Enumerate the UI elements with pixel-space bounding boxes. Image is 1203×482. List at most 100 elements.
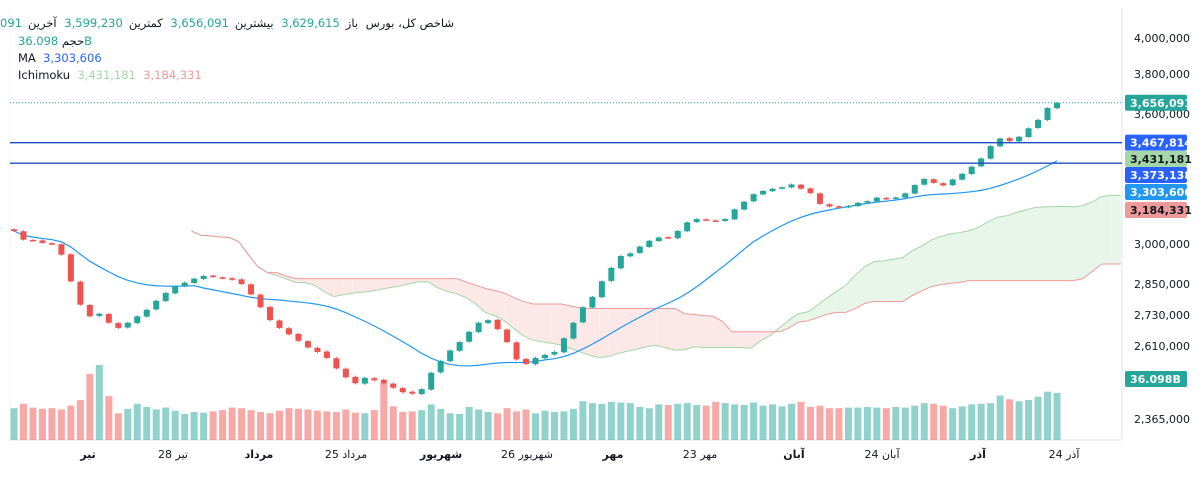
volume-bar (873, 407, 881, 440)
volume-bar (503, 408, 511, 440)
volume-bar (892, 406, 900, 440)
volume-bar (238, 408, 246, 440)
cloud-segment (817, 298, 827, 318)
cloud-segment (1082, 201, 1093, 279)
candle-body (58, 244, 65, 255)
volume-bar (825, 408, 833, 440)
cloud-segment (1063, 206, 1074, 281)
volume-bar (67, 405, 75, 440)
candle-body (219, 277, 226, 279)
volume-bar (294, 408, 302, 440)
cloud-segment (1035, 206, 1045, 281)
volume-bar (437, 408, 445, 440)
candle-body (29, 239, 36, 242)
candle-body (760, 190, 767, 195)
candle-body (665, 237, 672, 239)
volume-bar (162, 407, 170, 440)
ichimoku-legend: Ichimoku 3,431,181 3,184,331 (18, 68, 202, 82)
volume-bar (494, 413, 502, 440)
candle-body (437, 360, 444, 373)
candle-body (902, 193, 909, 198)
volume-bar (446, 413, 454, 440)
volume-bar (806, 406, 814, 440)
cloud-segment (969, 227, 979, 281)
volume-bar (569, 408, 577, 440)
volume-bar (1053, 392, 1061, 440)
last-price-label: 3,656,091 (1125, 94, 1192, 111)
y-tick-label: 2,730,000 (1134, 309, 1190, 322)
candle-body (892, 197, 899, 199)
low-label: کمترین (128, 16, 163, 30)
cloud-segment (1044, 206, 1055, 281)
cloud-segment (694, 314, 704, 348)
volume-bar (219, 410, 227, 440)
candle-body (1044, 108, 1051, 121)
candle-body (541, 354, 548, 359)
volume-bar (427, 404, 435, 440)
volume-bar (76, 399, 84, 440)
candle-body (48, 243, 55, 245)
volume-bar (1006, 399, 1014, 440)
hline1-price-label: 3,467,814 (1125, 134, 1192, 151)
volume-bar (456, 413, 464, 440)
price-label-box (1125, 371, 1187, 387)
candle-body (229, 278, 236, 280)
volume-bar (484, 412, 492, 440)
cloud-segment (912, 246, 922, 296)
candle-body (456, 342, 463, 351)
volume-bar (105, 396, 113, 440)
cloud-segment (343, 278, 353, 295)
cloud-segment (646, 308, 657, 347)
candle-body (930, 179, 937, 183)
volume-bar (987, 403, 995, 440)
volume-bar (190, 412, 198, 440)
cloud-segment (409, 278, 420, 284)
volume-bar (968, 404, 976, 440)
volume-bar (10, 408, 18, 440)
volume-bar (465, 406, 473, 440)
price-label-text: 3,184,331 (1130, 204, 1192, 217)
candle-body (627, 253, 634, 257)
x-tick-label: 28 تیر (158, 448, 188, 461)
candle-body (466, 331, 473, 342)
cloud-segment (874, 261, 884, 302)
candle-body (959, 173, 966, 180)
y-tick-label: 2,610,000 (1134, 340, 1190, 353)
volume-bar (48, 408, 56, 440)
candle-body (67, 254, 74, 282)
volume-bar (332, 412, 340, 440)
cloud-segment (504, 293, 514, 329)
candle-body (39, 240, 46, 243)
cloud-segment (798, 311, 808, 323)
volume-bar (664, 405, 672, 440)
cloud-segment (959, 230, 970, 283)
volume-bar (541, 410, 549, 440)
candle-body (589, 296, 596, 308)
cloud-segment (523, 301, 533, 341)
candle-body (143, 309, 150, 317)
y-tick-label: 4,000,000 (1134, 32, 1190, 45)
cloud-segment (276, 272, 287, 279)
cloud-segment (1101, 195, 1112, 264)
symbol-name: شاخص کل، بورس (365, 16, 454, 30)
volume-bar (1025, 399, 1033, 440)
candle-body (210, 275, 217, 278)
candle-body (835, 206, 842, 208)
volume-bar (949, 408, 957, 440)
ma-legend: MA 3,303,606 (18, 51, 102, 65)
cloud-segment (589, 308, 600, 358)
ma-price-label: 3,303,606 (1125, 184, 1192, 200)
cloud-segment (921, 240, 932, 292)
close-label: آخرین (28, 16, 57, 30)
close-value: 3,656,091 (0, 16, 23, 30)
volume-bar (996, 395, 1004, 440)
y-tick-label: 2,850,000 (1134, 278, 1190, 291)
cloud-segment (1092, 196, 1102, 272)
candle-body (655, 237, 662, 242)
candle-body (674, 231, 681, 239)
candle-body (172, 286, 179, 294)
cloud-segment (419, 278, 429, 282)
price-label-box (1125, 167, 1187, 183)
